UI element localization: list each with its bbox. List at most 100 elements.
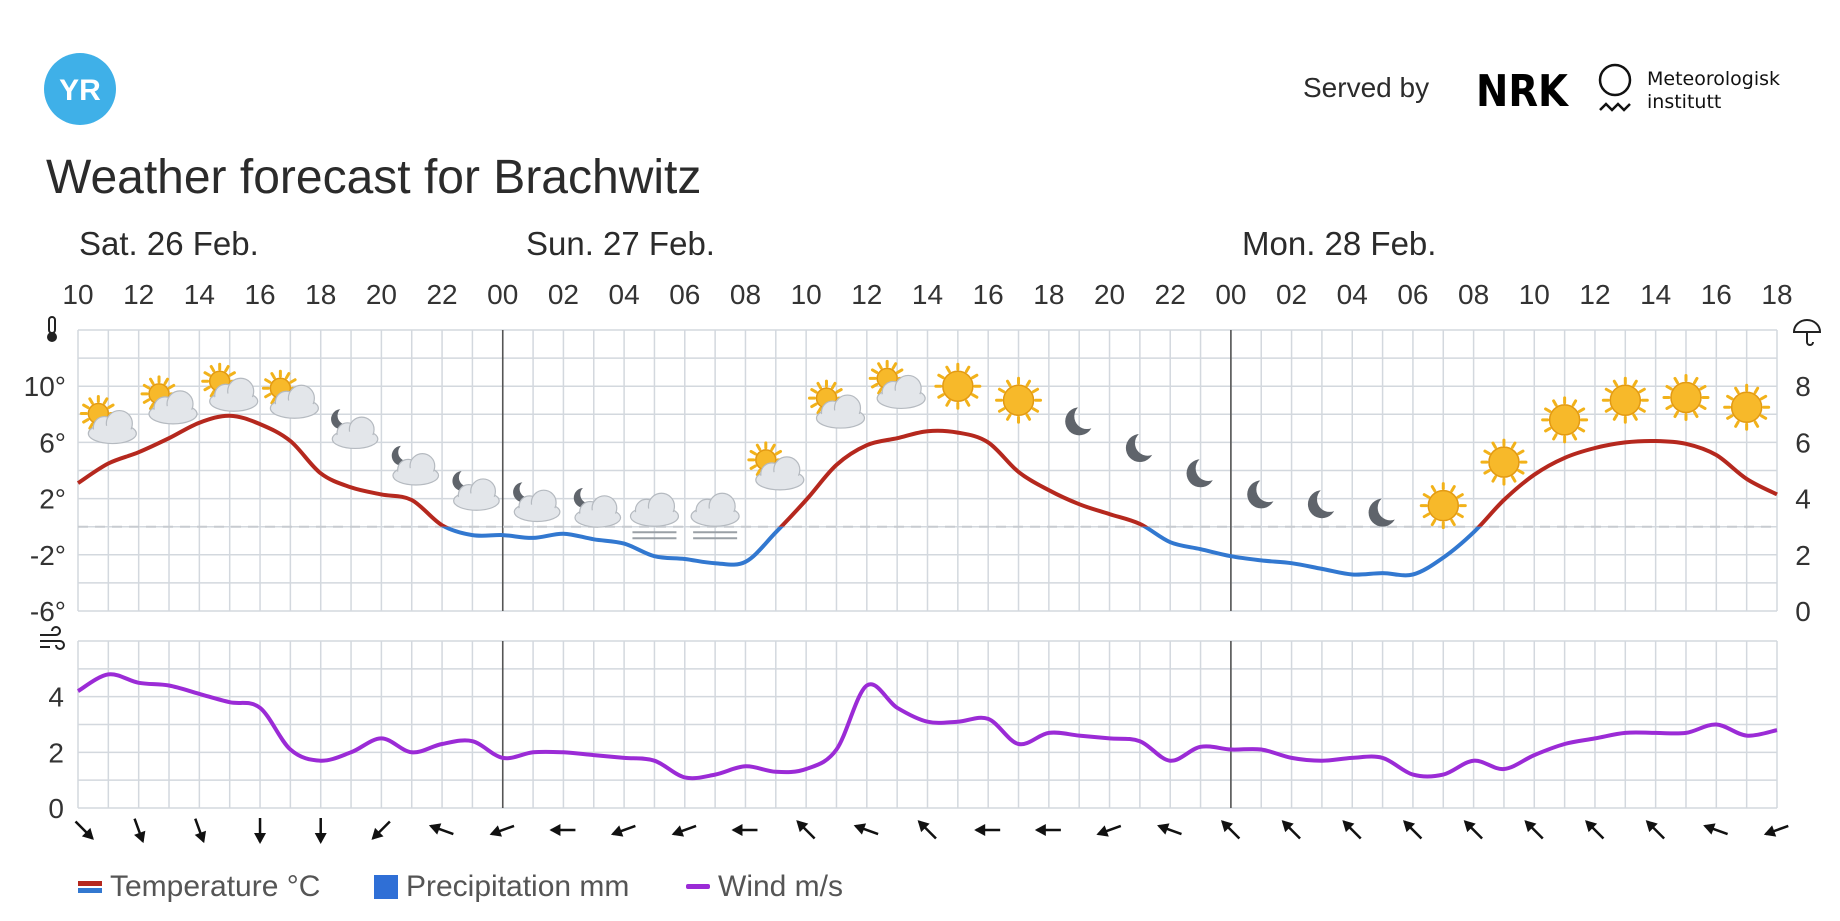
arrow-nw-icon xyxy=(1220,820,1241,840)
hour-tick-label: 06 xyxy=(1397,279,1428,310)
hour-tick-label: 12 xyxy=(851,279,882,310)
partly-cloudy-night-icon xyxy=(391,445,440,486)
partly-cloudy-night-icon xyxy=(513,482,561,523)
hour-tick-label: 22 xyxy=(1155,279,1186,310)
hour-tick-label: 12 xyxy=(1579,279,1610,310)
arrow-nw-icon xyxy=(1585,820,1605,840)
hour-tick-label: 10 xyxy=(62,279,93,310)
legend-precipitation-label: Precipitation mm xyxy=(406,870,630,903)
arrow-nw-icon xyxy=(1463,820,1483,840)
arrow-sw-icon xyxy=(371,820,391,840)
temperature-axis-label: 6° xyxy=(39,427,66,458)
partly-cloudy-day-icon xyxy=(201,362,259,412)
hour-tick-label: 08 xyxy=(730,279,761,310)
wind-line xyxy=(76,672,1778,781)
arrow-nw-icon xyxy=(796,820,816,840)
hour-tick-label: 06 xyxy=(669,279,700,310)
day-label-mon: Mon. 28 Feb. xyxy=(1242,225,1437,262)
hour-tick-label: 18 xyxy=(1033,279,1064,310)
clear-night-icon xyxy=(1186,459,1215,488)
arrow-s-icon xyxy=(314,818,327,844)
legend-wind-label: Wind m/s xyxy=(718,870,844,903)
hour-tick-label: 14 xyxy=(184,279,215,310)
clear-day-icon xyxy=(1419,482,1467,530)
fog-icon xyxy=(629,492,680,540)
hour-tick-label: 02 xyxy=(1276,279,1307,310)
arrow-nw-icon xyxy=(1342,820,1362,840)
arrow-wsw-icon xyxy=(1763,824,1789,837)
clear-day-icon xyxy=(1480,438,1528,486)
legend-temperature: Temperature °C xyxy=(78,870,320,904)
arrow-wnw-icon xyxy=(853,823,879,836)
arrow-w-icon xyxy=(1034,824,1061,836)
hour-tick-label: 14 xyxy=(912,279,943,310)
partly-cloudy-night-icon xyxy=(573,487,622,528)
arrow-wsw-icon xyxy=(671,824,697,837)
clear-day-icon xyxy=(1723,383,1771,431)
arrow-wsw-icon xyxy=(489,824,515,837)
legend-precipitation: Precipitation mm xyxy=(374,870,629,904)
arrow-nw-icon xyxy=(1524,820,1544,840)
wind-axis-label: 2 xyxy=(48,737,64,768)
clear-day-icon xyxy=(934,362,982,410)
arrow-wsw-icon xyxy=(1096,824,1122,837)
hour-tick-label: 10 xyxy=(791,279,822,310)
precipitation-axis-label: 4 xyxy=(1795,484,1811,515)
temperature-axis-label: 2° xyxy=(39,484,66,515)
arrow-nw-icon xyxy=(1281,820,1301,840)
temperature-axis-label: -6° xyxy=(30,596,66,627)
arrow-w-icon xyxy=(549,824,576,836)
partly-cloudy-day-icon xyxy=(747,441,805,491)
served-by-text: Served by xyxy=(1303,72,1430,103)
precipitation-axis-label: 6 xyxy=(1795,427,1811,458)
hour-tick-label: 16 xyxy=(244,279,275,310)
partly-cloudy-day-icon xyxy=(140,375,198,425)
partly-cloudy-night-icon xyxy=(331,409,379,450)
arrow-se-icon xyxy=(74,820,94,840)
clear-day-icon xyxy=(1662,373,1710,421)
yr-logo-circle xyxy=(44,53,116,125)
nrk-logo: NRK xyxy=(1476,66,1570,117)
clear-day-icon xyxy=(995,376,1043,424)
met-name-line2: institutt xyxy=(1647,91,1722,113)
precipitation-axis-label: 8 xyxy=(1795,371,1811,402)
clear-night-icon xyxy=(1307,490,1336,519)
arrow-w-icon xyxy=(974,824,1001,836)
arrow-wsw-icon xyxy=(610,824,636,837)
hour-tick-label: 16 xyxy=(973,279,1004,310)
thermometer-icon xyxy=(47,316,57,342)
clear-day-icon xyxy=(1601,376,1649,424)
hour-tick-label: 10 xyxy=(1519,279,1550,310)
met-institute-name: Meteorologisk institutt xyxy=(1647,68,1780,114)
hour-tick-label: 04 xyxy=(1337,279,1368,310)
precipitation-axis-label: 0 xyxy=(1795,596,1811,627)
temperature-axis-label: -2° xyxy=(30,540,66,571)
hour-tick-label: 02 xyxy=(548,279,579,310)
hour-tick-label: 20 xyxy=(366,279,397,310)
hour-tick-label: 04 xyxy=(609,279,640,310)
hour-tick-label: 16 xyxy=(1701,279,1732,310)
met-logo-wave xyxy=(1599,102,1631,112)
hour-tick-label: 12 xyxy=(123,279,154,310)
hour-tick-label: 20 xyxy=(1094,279,1125,310)
arrow-sse-icon xyxy=(133,818,146,844)
clear-night-icon xyxy=(1247,480,1276,509)
arrow-w-icon xyxy=(731,824,758,836)
arrow-nw-icon xyxy=(1403,820,1423,840)
nrk-logo-text: NRK xyxy=(1476,66,1570,117)
arrow-nw-icon xyxy=(917,820,937,840)
met-logo-circle xyxy=(1598,63,1632,97)
clear-day-icon xyxy=(1541,396,1589,444)
precipitation-legend-swatch xyxy=(374,875,398,899)
legend-wind: Wind m/s xyxy=(686,870,843,904)
arrow-wnw-icon xyxy=(1703,823,1729,836)
partly-cloudy-night-icon xyxy=(452,470,500,511)
met-name-line1: Meteorologisk xyxy=(1647,68,1781,90)
partly-cloudy-day-icon xyxy=(807,379,866,429)
temperature-legend-swatch xyxy=(78,881,102,893)
yr-logo: YR xyxy=(44,53,116,125)
wind-axis-label: 0 xyxy=(48,793,64,824)
partly-cloudy-day-icon xyxy=(79,395,137,445)
temperature-line-warm xyxy=(76,413,1778,527)
